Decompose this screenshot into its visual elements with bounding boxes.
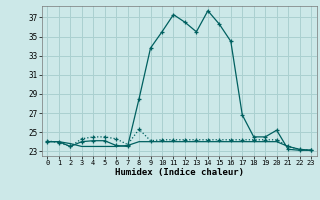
X-axis label: Humidex (Indice chaleur): Humidex (Indice chaleur) <box>115 168 244 177</box>
